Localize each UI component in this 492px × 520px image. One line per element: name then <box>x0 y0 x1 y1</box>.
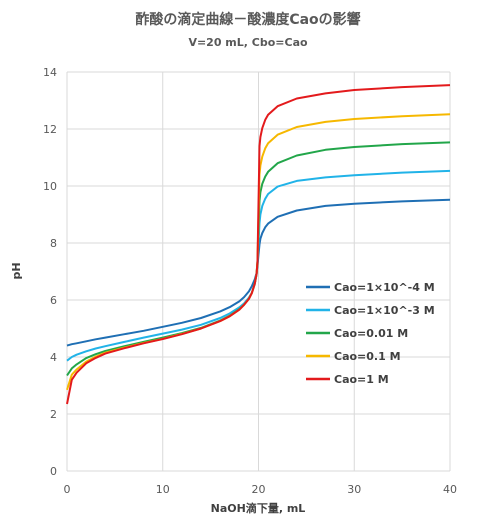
y-tick-label: 14 <box>43 66 57 79</box>
y-tick-label: 4 <box>50 351 57 364</box>
legend-label: Cao=1 M <box>334 373 389 386</box>
x-tick-label: 10 <box>156 483 170 496</box>
legend-label: Cao=1×10^-3 M <box>334 304 435 317</box>
x-tick-label: 0 <box>64 483 71 496</box>
y-tick-label: 12 <box>43 123 57 136</box>
chart-subtitle: V=20 mL, Cbo=Cao <box>188 36 308 49</box>
y-tick-label: 6 <box>50 294 57 307</box>
legend-label: Cao=0.1 M <box>334 350 401 363</box>
grid-lines <box>66 71 451 472</box>
legend-label: Cao=1×10^-4 M <box>334 281 435 294</box>
x-tick-labels: 0 10 20 30 40 <box>64 483 458 496</box>
y-tick-label: 8 <box>50 237 57 250</box>
series-line <box>66 198 451 347</box>
y-tick-label: 2 <box>50 408 57 421</box>
y-tick-label: 0 <box>50 465 57 478</box>
chart-title: 酢酸の滴定曲線－酸濃度Caoの影響 <box>135 11 360 28</box>
y-tick-labels: 0 2 4 6 8 10 12 14 <box>43 66 57 478</box>
legend: Cao=1×10^-4 M Cao=1×10^-3 M Cao=0.01 M Cao=… <box>306 281 435 386</box>
x-tick-label: 20 <box>252 483 266 496</box>
x-axis-label: NaOH滴下量, mL <box>211 501 306 515</box>
x-tick-label: 30 <box>347 483 361 496</box>
y-tick-label: 10 <box>43 180 57 193</box>
series-line <box>66 84 451 405</box>
x-tick-label: 40 <box>443 483 457 496</box>
y-axis-label: pH <box>10 262 23 279</box>
series-lines <box>66 84 451 405</box>
legend-label: Cao=0.01 M <box>334 327 408 340</box>
